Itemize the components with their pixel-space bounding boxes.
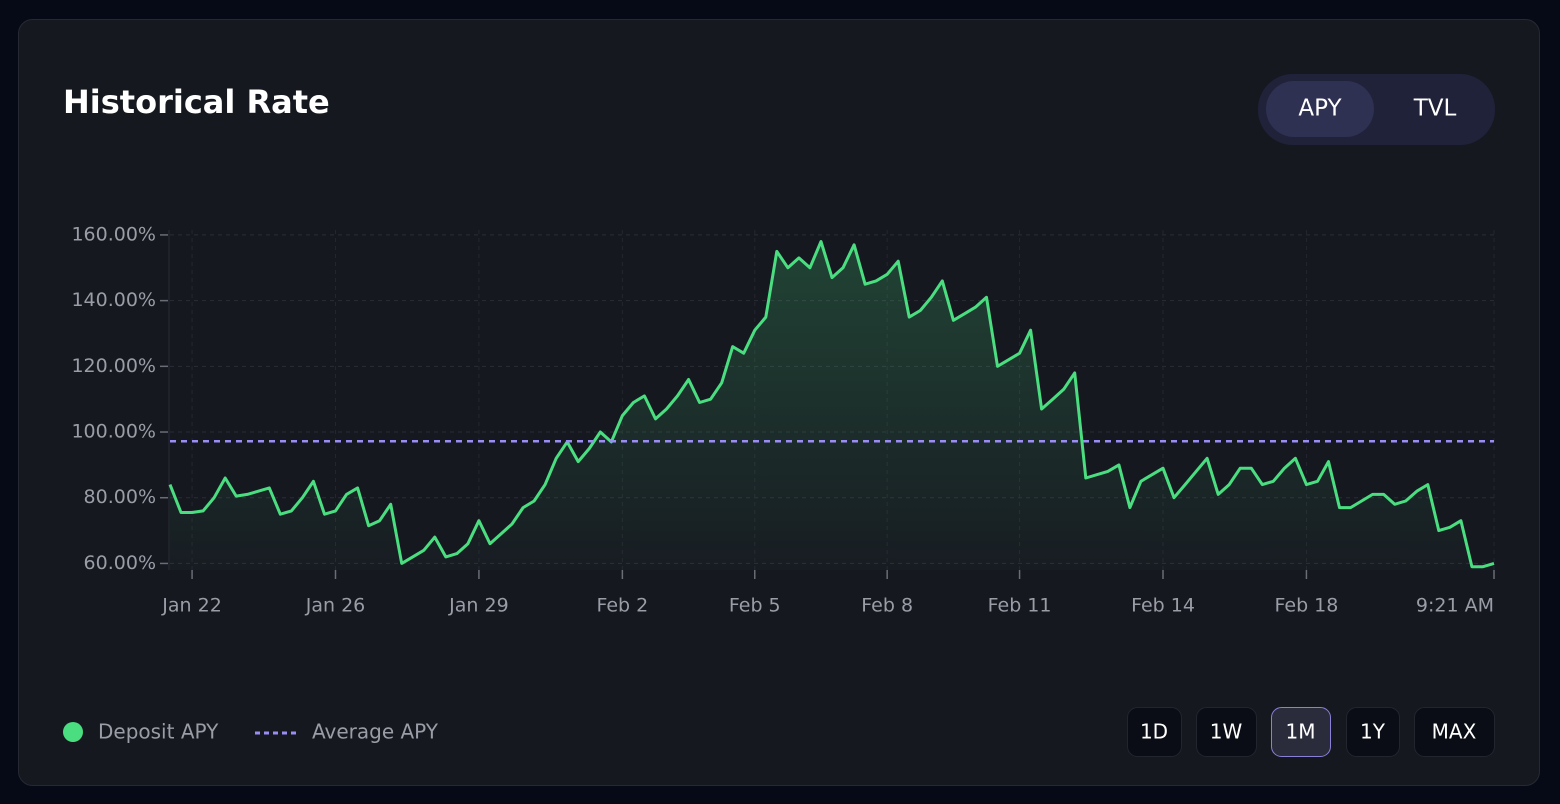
x-tick-label: Feb 14 [1131, 595, 1195, 617]
x-tick-label: Jan 26 [305, 595, 366, 617]
x-tick-label: Feb 18 [1275, 595, 1339, 617]
y-tick-label: 60.00% [84, 552, 156, 574]
range-button[interactable] [1127, 707, 1182, 757]
x-tick-label: Jan 29 [448, 595, 509, 617]
tab-active-bg [1266, 81, 1374, 137]
range-button[interactable] [1346, 707, 1400, 757]
line [168, 240, 1495, 569]
y-tick-label: 100.00% [71, 421, 156, 443]
range-label[interactable]: 1D [1140, 720, 1168, 744]
range-button[interactable] [1196, 707, 1257, 757]
y-tick-label: 140.00% [71, 289, 156, 311]
chart-title: Historical Rate [63, 83, 330, 121]
range-button[interactable] [1271, 707, 1331, 757]
legend-dot [63, 722, 83, 742]
y-tick-label: 120.00% [71, 355, 156, 377]
range-label[interactable]: 1M [1286, 720, 1316, 744]
area [170, 241, 1494, 570]
legend-label: Deposit APY [98, 720, 219, 744]
tab[interactable]: TVL [1413, 96, 1457, 122]
x-tick-label: Feb 8 [861, 595, 913, 617]
legend-label: Average APY [312, 720, 439, 744]
range-button[interactable] [1414, 707, 1495, 757]
x-tick-label: Jan 22 [161, 595, 222, 617]
x-tick-label: Feb 2 [596, 595, 648, 617]
range-label[interactable]: 1Y [1360, 720, 1386, 744]
y-tick-label: 80.00% [84, 486, 156, 508]
range-label[interactable]: 1W [1210, 720, 1243, 744]
x-tick-label: Feb 5 [729, 595, 781, 617]
x-tick-label: 9:21 AM [1416, 595, 1494, 617]
x-tick-label: Feb 11 [988, 595, 1052, 617]
y-tick-label: 160.00% [71, 223, 156, 245]
range-label[interactable]: MAX [1432, 720, 1477, 744]
tab[interactable]: APY [1298, 96, 1342, 122]
